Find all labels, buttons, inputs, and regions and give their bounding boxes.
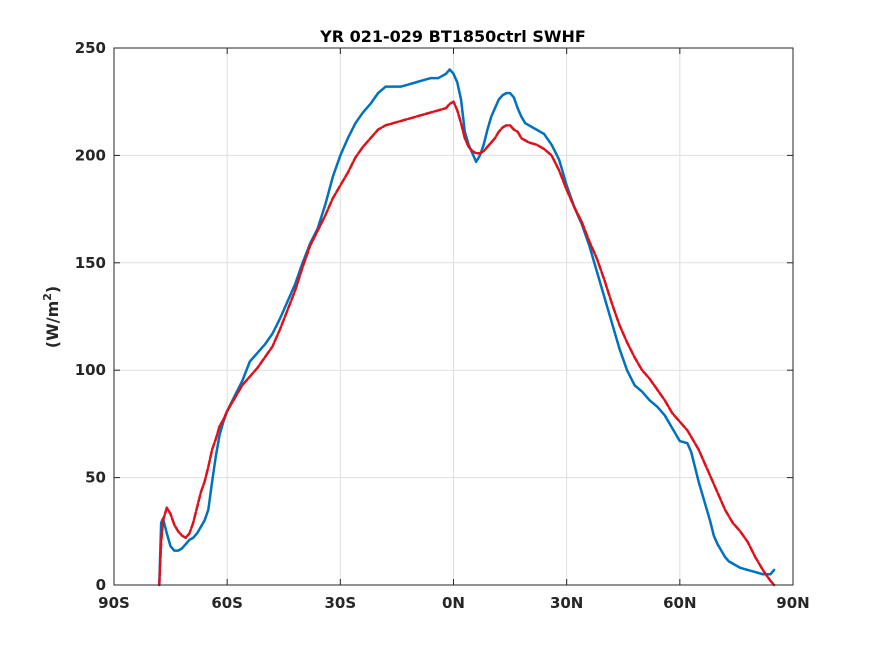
series-line-2 [158,100,776,587]
y-axis-label-main: (W/m [43,301,62,348]
y-tick-label: 150 [75,254,106,272]
y-axis-label-sup: 2 [41,293,54,301]
tick-marks [113,47,794,586]
x-tick-label: 30S [324,594,356,612]
y-tick-label: 250 [75,39,106,57]
y-axis-label: (W/m2) [41,286,62,348]
chart-title: YR 021-029 BT1850ctrl SWHF [319,27,586,46]
series-group [158,68,776,587]
x-tick-label: 0N [442,594,465,612]
x-tick-label: 90N [776,594,809,612]
y-tick-label: 50 [85,469,106,487]
x-tick-label: 60N [663,594,696,612]
x-tick-labels: 90S 60S 30S 0N 30N 60N 90N [98,594,810,612]
y-tick-label: 0 [96,576,106,594]
y-tick-label: 200 [75,146,106,164]
grid-lines [114,48,793,585]
y-tick-label: 100 [75,361,106,379]
y-axis-label-close: ) [43,286,62,293]
y-tick-labels: 0 50 100 150 200 250 [75,39,106,594]
x-tick-label: 90S [98,594,130,612]
x-tick-label: 30N [550,594,583,612]
x-tick-label: 60S [211,594,243,612]
